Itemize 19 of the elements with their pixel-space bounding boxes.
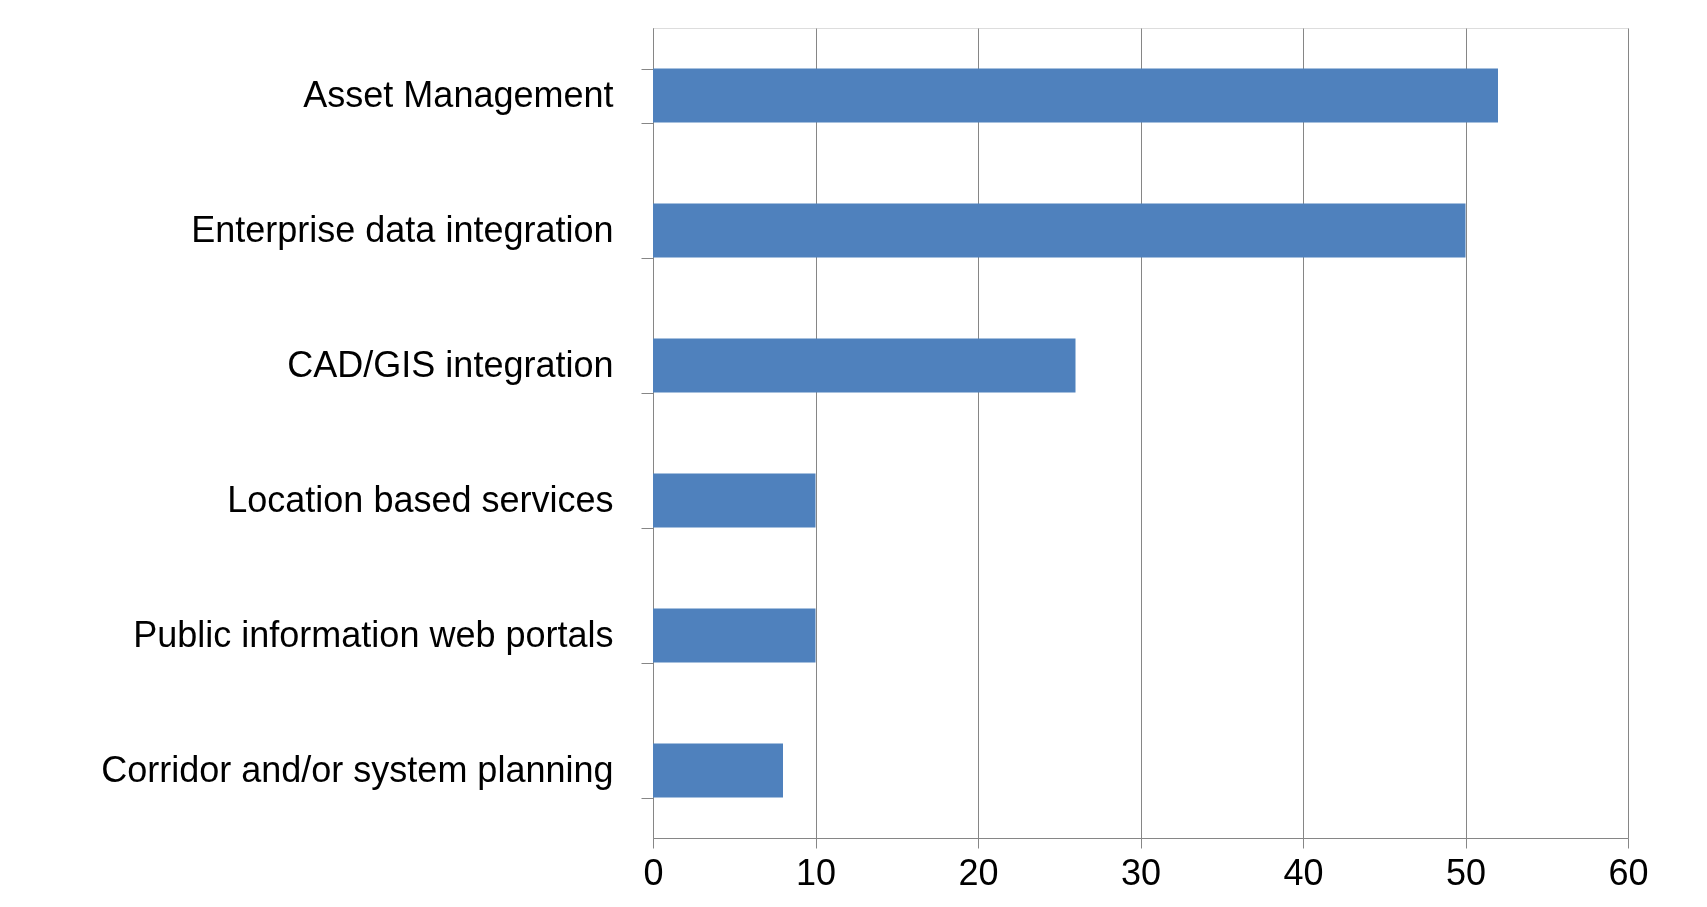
x-tick-label: 50	[1445, 851, 1487, 893]
bar	[653, 203, 1466, 258]
y-tick-label: Enterprise data integration	[191, 209, 614, 250]
y-tick-label: Location based services	[227, 479, 614, 520]
x-tick-label: 20	[958, 851, 999, 893]
y-tick-label: CAD/GIS integration	[287, 344, 614, 385]
x-tick-label: 0	[643, 851, 664, 893]
x-tick-label: 30	[1120, 851, 1162, 893]
bar	[653, 743, 783, 798]
bar	[653, 473, 816, 528]
x-tick-label: 40	[1283, 851, 1324, 893]
y-tick-label: Asset Management	[303, 74, 614, 115]
bar	[653, 68, 1498, 123]
bar	[653, 608, 816, 663]
x-tick-label: 10	[795, 851, 837, 893]
x-tick-label: 60	[1608, 851, 1649, 893]
y-tick-label: Public information web portals	[133, 614, 614, 655]
bar	[653, 338, 1076, 393]
y-tick-label: Corridor and/or system planning	[101, 749, 614, 790]
